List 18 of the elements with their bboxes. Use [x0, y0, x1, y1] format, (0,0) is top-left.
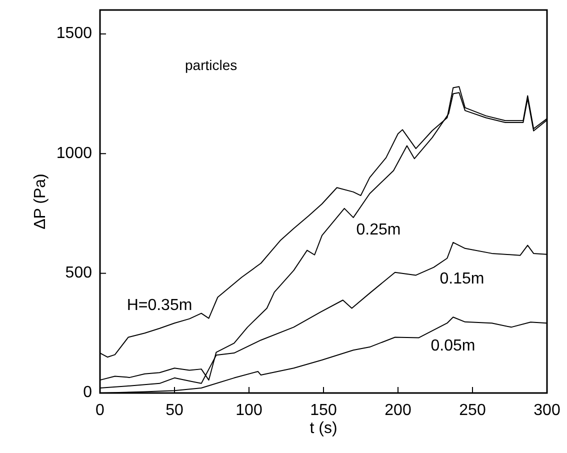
- annotation: particles: [185, 57, 238, 73]
- x-tick-label: 100: [236, 402, 262, 419]
- y-tick-label: 1500: [56, 25, 92, 42]
- x-axis-title: t (s): [310, 420, 338, 437]
- series-label: 0.05m: [430, 338, 476, 355]
- y-tick-label: 1000: [56, 144, 92, 162]
- series-label: 0.15m: [440, 270, 484, 288]
- series-label: H=0.35m: [126, 296, 192, 314]
- x-tick-label: 250: [459, 402, 486, 419]
- y-tick-label: 500: [65, 264, 92, 282]
- y-tick-label: 0: [83, 384, 92, 402]
- x-tick-label: 0: [96, 402, 105, 419]
- series-label: 0.25m: [356, 221, 401, 238]
- x-tick-label: 50: [166, 402, 184, 419]
- x-tick-label: 200: [384, 402, 412, 419]
- y-axis-title: ΔP (Pa): [32, 174, 49, 230]
- x-tick-label: 300: [534, 402, 560, 419]
- x-tick-label: 150: [310, 402, 337, 419]
